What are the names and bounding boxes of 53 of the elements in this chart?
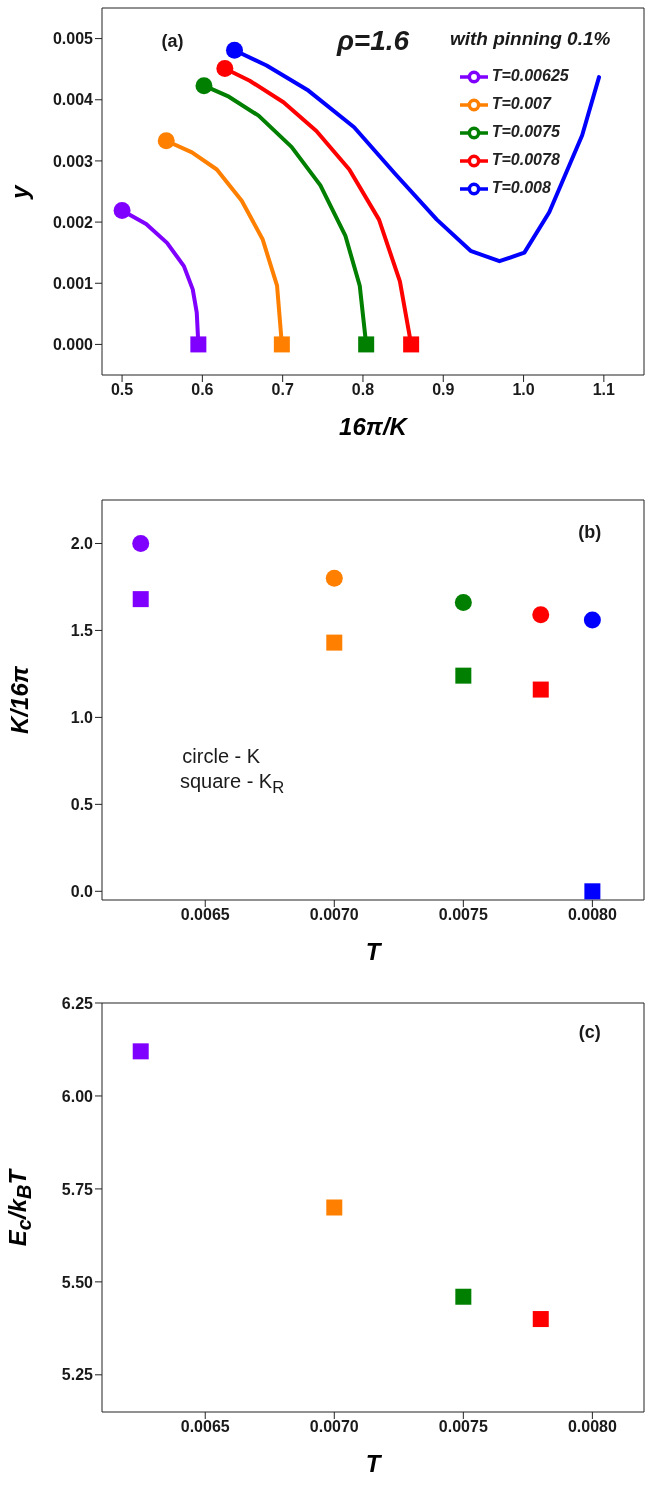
y-tick-label: 0.000: [52, 336, 94, 354]
x-tick-label: 0.9: [432, 381, 455, 399]
y-axis-title: y: [6, 184, 34, 199]
x-axis-title: 16π/K: [338, 413, 409, 441]
x-tick-label: 0.0065: [180, 1418, 230, 1436]
annotation: (b): [578, 521, 602, 543]
legend-label: T=0.007: [491, 95, 551, 113]
x-tick-label: 0.5: [110, 381, 134, 399]
point: [455, 1288, 472, 1305]
x-tick-label: 1.0: [512, 381, 535, 399]
point: [225, 41, 243, 59]
y-tick-label: 6.00: [61, 1087, 94, 1105]
y-tick-label: 5.25: [61, 1366, 94, 1384]
x-tick-label: 0.7: [271, 381, 294, 399]
point: [532, 1311, 549, 1328]
y-tick-label: 0.002: [52, 213, 94, 231]
y-tick-label: 5.75: [61, 1180, 94, 1198]
y-tick-label: 0.003: [52, 152, 94, 170]
y-tick-label: 2.0: [70, 535, 94, 553]
x-tick-label: 0.0080: [567, 906, 617, 924]
annotation: (c): [578, 1021, 601, 1043]
y-tick-label: 6.25: [61, 994, 94, 1012]
x-tick-label: 0.0070: [309, 906, 359, 924]
y-tick-label: 0.005: [52, 30, 94, 48]
x-axis-title: T: [364, 1450, 383, 1478]
y-tick-label: 5.50: [61, 1273, 94, 1291]
y-tick-label: 0.0: [70, 882, 94, 900]
legend-label: T=0.0078: [491, 151, 560, 169]
point: [132, 1043, 149, 1060]
legend-label: T=0.008: [491, 179, 551, 197]
annotation: ρ=1.6: [336, 25, 410, 58]
x-axis-title: T: [364, 938, 383, 966]
x-tick-label: 0.6: [191, 381, 214, 399]
y-tick-label: 0.004: [52, 91, 94, 109]
x-tick-label: 0.0080: [567, 1418, 617, 1436]
legend-label: T=0.0075: [491, 123, 560, 141]
x-tick-label: 0.0070: [309, 1418, 359, 1436]
y-tick-label: 0.5: [70, 796, 94, 814]
annotation: circle - K: [182, 744, 261, 768]
y-tick-label: 1.0: [70, 709, 94, 727]
x-tick-label: 0.0075: [438, 1418, 488, 1436]
x-tick-label: 0.0075: [438, 906, 488, 924]
annotation: square - K$_{R}$: [179, 770, 285, 798]
x-tick-label: 0.0065: [180, 906, 230, 924]
y-tick-label: 1.5: [70, 622, 94, 640]
x-tick-label: 1.1: [592, 381, 616, 399]
point: [326, 1199, 343, 1216]
legend-label: T=0.00625: [491, 67, 569, 85]
y-tick-label: 0.001: [52, 274, 94, 292]
annotation: (a): [161, 30, 184, 52]
x-tick-label: 0.8: [351, 381, 375, 399]
annotation: with pinning 0.1%: [449, 28, 611, 51]
y-axis-title: K/16π: [6, 666, 34, 734]
